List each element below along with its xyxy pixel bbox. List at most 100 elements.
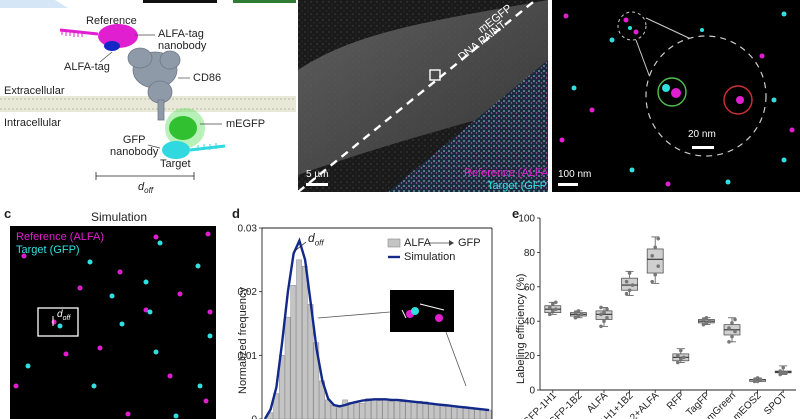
box-point [730, 334, 734, 339]
label-reference: Reference [86, 15, 137, 27]
histogram-bar [417, 400, 423, 419]
scale-bar-20nm [692, 146, 714, 149]
legend-hist-b: GFP [458, 237, 481, 249]
histogram-ytick-label: 0.02 [238, 287, 258, 298]
box-point [548, 305, 552, 310]
histogram-bar [336, 407, 343, 419]
histogram-bar [394, 399, 400, 419]
panel-letter-d: d [232, 206, 240, 221]
label-cd86: CD86 [193, 72, 222, 84]
histogram-bar [440, 404, 446, 419]
scale-label-5um: 5 µm [306, 169, 329, 180]
target-nanobody [162, 141, 226, 159]
histogram-axis: 0 0.01 0.02 0.03 [238, 224, 493, 419]
scattered-dots [559, 11, 795, 187]
histogram-bar [434, 403, 440, 419]
box-point [781, 371, 785, 375]
doff-box [37, 307, 79, 337]
box-point [755, 376, 760, 380]
box-point [758, 377, 763, 382]
legend-reference-alfa: Reference (ALFA) [464, 167, 548, 179]
label-gfp-nanobody: GFP nanobody [110, 134, 159, 159]
box-point [679, 348, 683, 353]
box-point [752, 377, 757, 382]
box-point [781, 365, 785, 370]
box-point [551, 309, 555, 313]
histogram-bar [359, 402, 366, 419]
scale-label-20nm: 20 nm [688, 129, 716, 140]
panel-c-legend-ref: Reference (ALFA) [16, 231, 105, 243]
boxplot-ylabel: Labeling efficiency (%) [515, 273, 527, 384]
panel-b-right-image [558, 11, 795, 187]
roi-box [429, 69, 441, 81]
box-body [621, 277, 638, 291]
box-point [778, 372, 782, 377]
box-point [599, 312, 603, 317]
histogram-bar [371, 399, 377, 419]
boxplot-xtick-label: 2+ALFA [628, 390, 661, 419]
box-point [650, 254, 654, 258]
boxplot-ytick-label: 100 [518, 214, 535, 225]
box-point [599, 324, 603, 329]
large-zoom-circle [645, 35, 767, 157]
box-point [650, 279, 654, 284]
box-point [548, 312, 552, 317]
histogram-bar [445, 404, 452, 419]
histogram-bar [411, 402, 417, 419]
label-target: Target [160, 158, 191, 170]
box-point [653, 272, 657, 277]
box-point [576, 314, 581, 318]
box-point [656, 236, 660, 241]
histogram-bar [405, 400, 412, 419]
histogram-bar [480, 409, 486, 419]
panel-c-legend-target: Target (GFP) [16, 244, 80, 256]
box-point [727, 326, 731, 330]
boxplot-ytick-label: 60 [524, 282, 536, 293]
box-point [682, 355, 686, 360]
box-point [573, 315, 578, 320]
label-doff: doff [138, 181, 154, 196]
box-point [554, 307, 558, 311]
legend-sim: Simulation [404, 251, 456, 263]
panel-c: Reference (ALFA) Target (GFP) doff [10, 226, 216, 419]
histogram-bar [296, 259, 302, 419]
box-point [576, 309, 581, 313]
box-point [579, 312, 584, 317]
histogram-bar [399, 401, 406, 419]
box-point [707, 319, 712, 323]
box-point [602, 310, 606, 315]
box-point [554, 300, 558, 305]
panel-b-left-image [298, 0, 548, 192]
box-point [605, 315, 609, 320]
label-alfa-nanobody: ALFA-tag nanobody [158, 28, 207, 53]
split-line [298, 0, 538, 192]
histogram-ytick-label: 0 [251, 415, 257, 419]
box-point [733, 317, 737, 322]
label-extracellular: Extracellular [4, 85, 65, 97]
box-point [627, 288, 632, 293]
box-point [551, 302, 555, 306]
histogram-bar [273, 393, 279, 419]
scale-bar-5um [306, 183, 328, 186]
boxplot-marks [544, 236, 792, 384]
box-point [704, 315, 709, 320]
panel-c-doff-label: doff [57, 309, 71, 323]
box-point [599, 305, 603, 310]
box-point [755, 379, 760, 384]
box-point [727, 340, 731, 344]
header-bar-green [233, 0, 296, 3]
histogram-inset [390, 290, 454, 332]
boxplot-xtick-label: mEOS2 [731, 390, 764, 419]
histogram-ytick-label: 0.03 [238, 224, 258, 235]
histogram-bar [428, 402, 435, 419]
box-point [701, 322, 706, 327]
box-point [624, 291, 629, 296]
histogram-bar [388, 400, 394, 419]
simulated-dots [13, 231, 213, 419]
histogram-bar [365, 398, 371, 419]
box-point [701, 317, 706, 322]
histogram-bar [382, 399, 389, 419]
red-circle [723, 85, 753, 115]
box-point [653, 245, 657, 250]
